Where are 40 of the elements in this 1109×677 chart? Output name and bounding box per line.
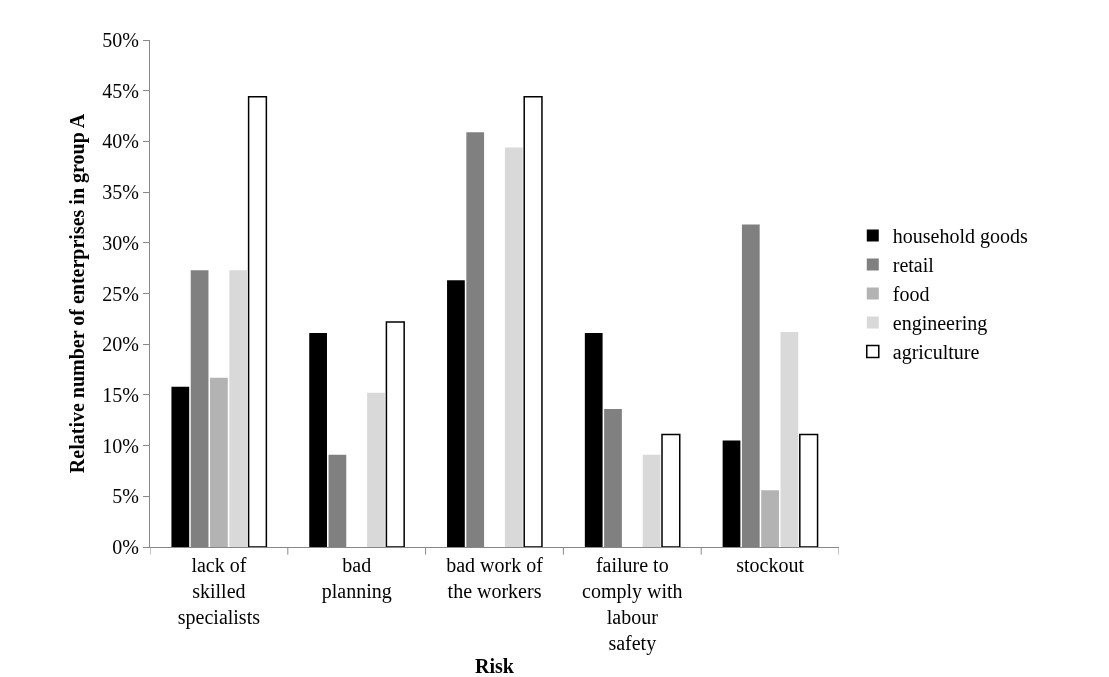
y-tick-label: 35% <box>102 181 139 204</box>
bar <box>504 147 523 547</box>
bar <box>309 333 327 547</box>
bar <box>171 386 190 547</box>
legend-label: engineering <box>892 312 988 336</box>
y-tick-label: 50% <box>102 29 139 51</box>
y-tick-label: 5% <box>112 485 139 508</box>
y-tick-label: 40% <box>102 130 139 153</box>
bar <box>385 321 405 547</box>
y-tick-label: 45% <box>102 79 139 102</box>
x-axis-title: Risk <box>475 655 515 677</box>
x-tick-label: stockout <box>736 554 805 576</box>
bar <box>367 392 385 547</box>
x-tick-label: bad planning <box>321 554 392 603</box>
x-tick-label: failure to comply with labour safety <box>582 554 683 655</box>
y-tick-label: 0% <box>112 536 139 558</box>
bar <box>722 440 741 547</box>
bar <box>761 490 779 547</box>
y-tick-label: 10% <box>102 434 139 457</box>
y-tick-label: 15% <box>102 383 139 406</box>
x-tick-label: lack of skilled specialists <box>177 554 261 629</box>
y-axis-title: Relative number of enterprises in group A <box>65 113 89 474</box>
y-tick-label: 20% <box>102 333 139 356</box>
bar <box>661 433 681 547</box>
y-tick-label: 25% <box>102 282 139 305</box>
bar <box>210 377 228 547</box>
x-tick-label: bad work of the workers <box>446 554 544 602</box>
bar <box>229 270 248 547</box>
y-tick-label: 30% <box>102 231 139 254</box>
bar <box>642 454 661 547</box>
legend-label: household goods <box>892 225 1028 249</box>
bar <box>584 333 603 547</box>
bar <box>780 332 799 547</box>
legend-label: retail <box>892 254 935 277</box>
legend-label: agriculture <box>892 341 980 365</box>
bar <box>799 433 819 547</box>
bar <box>447 280 465 547</box>
bar <box>523 96 543 547</box>
bar <box>247 96 268 547</box>
legend-label: food <box>892 283 930 306</box>
